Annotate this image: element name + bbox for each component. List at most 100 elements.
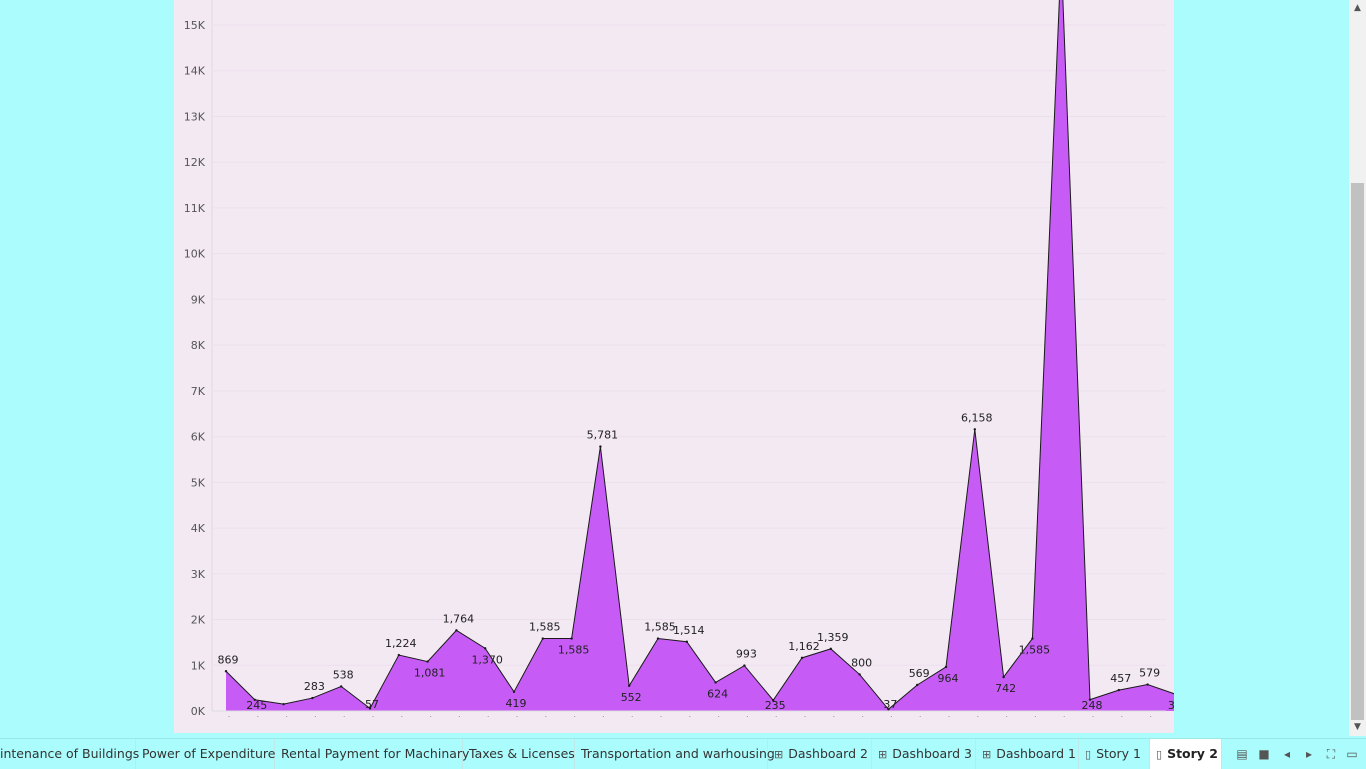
data-label: 361 <box>1168 699 1174 712</box>
data-point <box>1031 637 1034 640</box>
data-label: 1,224 <box>385 637 417 650</box>
tab-story-2[interactable]: ▯ Story 2 <box>1150 739 1222 769</box>
y-tick-label: 14K <box>184 65 206 78</box>
data-label: 624 <box>707 687 728 700</box>
data-label: 1,370 <box>471 653 503 666</box>
y-tick-label: 11K <box>184 202 206 215</box>
data-point <box>1146 683 1149 686</box>
data-label: 419 <box>506 697 527 710</box>
data-label: 569 <box>909 667 930 680</box>
data-point <box>426 660 429 663</box>
y-tick-label: 4K <box>191 522 206 535</box>
tab-rental-payment-for-machinary[interactable]: Rental Payment for Machinary <box>275 739 469 769</box>
data-point <box>512 690 516 694</box>
data-point <box>253 698 256 701</box>
area-fill <box>226 0 1174 711</box>
y-tick-label: 7K <box>191 385 206 398</box>
tab-label: Power of Expenditure <box>142 746 276 761</box>
y-tick-label: 2K <box>191 614 206 627</box>
tab-label: Dashboard 3 <box>892 746 972 761</box>
scroll-thumb[interactable] <box>1351 183 1364 720</box>
data-label: 57 <box>365 698 379 711</box>
y-tick-label: 12K <box>184 156 206 169</box>
data-point <box>714 681 717 684</box>
data-point <box>628 684 631 687</box>
data-label: 552 <box>621 691 642 704</box>
tab-transportation-and-warhousing[interactable]: Transportation and warhousing <box>575 739 775 769</box>
data-label: 742 <box>995 682 1016 695</box>
tab-label: Dashboard 2 <box>788 746 868 761</box>
data-label: 1,585 <box>529 621 561 634</box>
previous-sheet-icon[interactable]: ◂ <box>1283 747 1291 761</box>
data-label: 1,359 <box>817 631 849 644</box>
dashboard-icon: ⊞ <box>774 748 784 761</box>
data-point <box>656 637 660 640</box>
y-tick-label: 3K <box>191 568 206 581</box>
filmstrip-view-icon[interactable]: ▤ <box>1236 747 1248 761</box>
data-label: 993 <box>736 648 757 661</box>
data-label: 457 <box>1110 672 1131 685</box>
single-view-icon[interactable]: ■ <box>1258 747 1270 761</box>
data-point <box>368 707 372 710</box>
data-label: 1,764 <box>443 612 475 625</box>
tab-power-of-expenditure[interactable]: Power of Expenditure <box>136 739 275 769</box>
data-label: 800 <box>851 656 872 669</box>
data-point <box>570 637 573 640</box>
data-point <box>1002 675 1005 679</box>
tab-label: Story 2 <box>1167 746 1218 761</box>
scroll-up-arrow-icon[interactable]: ▲ <box>1354 3 1361 13</box>
data-point <box>800 656 804 660</box>
tab-dashboard-1[interactable]: ⊞ Dashboard 1 <box>976 739 1079 769</box>
data-point <box>1117 688 1120 692</box>
y-tick-label: 8K <box>191 339 206 352</box>
data-label: 538 <box>333 668 354 681</box>
data-point <box>455 629 458 632</box>
data-point <box>887 708 890 711</box>
data-point <box>685 640 688 643</box>
data-label: 245 <box>246 699 267 712</box>
story-icon: ▯ <box>1156 748 1163 761</box>
scroll-down-arrow-icon[interactable]: ▼ <box>1354 722 1361 732</box>
tab-label: intenance of Buildings <box>0 746 140 761</box>
data-point <box>916 683 919 687</box>
tab-dashboard-2[interactable]: ⊞ Dashboard 2 <box>768 739 872 769</box>
data-label: 37 <box>883 698 897 711</box>
tab-maintenance-of-buildings[interactable]: intenance of Buildings <box>0 739 140 769</box>
data-point <box>340 685 343 688</box>
presentation-mode-icon[interactable]: ▭ <box>1346 747 1358 761</box>
data-label: 1,585 <box>558 644 590 657</box>
data-label: 869 <box>218 653 239 666</box>
tab-label: Dashboard 1 <box>996 746 1076 761</box>
tab-story-1[interactable]: ▯ Story 1 <box>1079 739 1150 769</box>
data-label: 1,162 <box>788 640 820 653</box>
data-point <box>541 637 544 640</box>
tab-taxes-licenses[interactable]: Taxes & Licenses <box>463 739 575 769</box>
y-tick-label: 1K <box>191 659 206 672</box>
data-label: 283 <box>304 680 325 693</box>
data-label: 1,585 <box>1019 644 1051 657</box>
fullscreen-icon[interactable]: ⛶ <box>1326 747 1336 761</box>
tab-label: Rental Payment for Machinary <box>281 746 470 761</box>
y-tick-label: 9K <box>191 293 206 306</box>
area-outline <box>225 0 1174 711</box>
tab-label: Story 1 <box>1096 746 1142 761</box>
data-point <box>743 664 746 667</box>
data-point <box>829 647 832 651</box>
data-point <box>484 647 487 650</box>
vertical-scrollbar[interactable]: ▲ ▼ <box>1349 0 1366 736</box>
data-point <box>944 665 948 669</box>
dashboard-icon: ⊞ <box>878 748 888 761</box>
data-label: 235 <box>765 699 786 712</box>
data-point <box>858 673 861 676</box>
data-label: 964 <box>938 672 959 685</box>
sheet-tab-bar: intenance of Buildings Power of Expendit… <box>0 738 1366 769</box>
data-point <box>311 696 314 700</box>
data-point <box>282 702 285 706</box>
y-tick-label: 5K <box>191 476 206 489</box>
data-label: 579 <box>1139 667 1160 680</box>
next-sheet-icon[interactable]: ▸ <box>1305 747 1313 761</box>
tab-label: Taxes & Licenses <box>469 746 575 761</box>
tab-dashboard-3[interactable]: ⊞ Dashboard 3 <box>872 739 976 769</box>
y-tick-label: 15K <box>184 19 206 32</box>
story-icon: ▯ <box>1085 748 1092 761</box>
